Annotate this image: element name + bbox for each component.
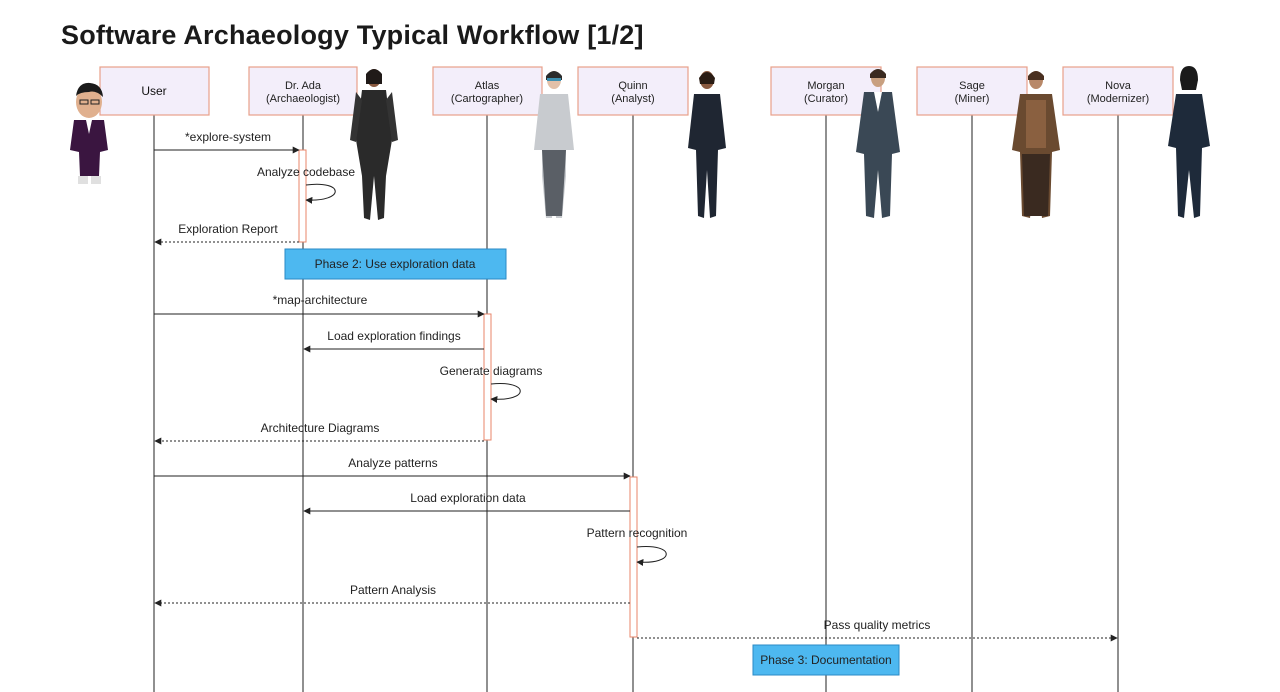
archaeologist-avatar [350, 69, 398, 220]
participant-ada[interactable]: Dr. Ada (Archaeologist) [248, 66, 358, 116]
message-label: Pass quality metrics [824, 618, 931, 632]
diagram-title: Software Archaeology Typical Workflow [1… [61, 20, 644, 50]
message-label: Exploration Report [178, 222, 278, 236]
participant-label: Atlas [475, 80, 500, 92]
note-label: Phase 2: Use exploration data [315, 257, 476, 271]
cartographer-avatar [534, 71, 574, 218]
participant-role: (Analyst) [611, 93, 654, 105]
participant-role: (Cartographer) [451, 93, 523, 105]
message-label: Pattern Analysis [350, 583, 436, 597]
phase-notes: Phase 2: Use exploration data Phase 3: D… [284, 248, 900, 676]
participant-user[interactable]: User [99, 66, 210, 116]
participant-atlas[interactable]: Atlas (Cartographer) [432, 66, 543, 116]
participant-quinn[interactable]: Quinn (Analyst) [577, 66, 689, 116]
activation-bars [298, 149, 638, 638]
participant-nova[interactable]: Nova (Modernizer) [1062, 66, 1174, 116]
user-avatar [70, 82, 108, 184]
miner-avatar [1012, 71, 1060, 218]
curator-avatar [856, 69, 900, 218]
participant-role: (Miner) [955, 93, 990, 105]
message-label: Architecture Diagrams [261, 421, 380, 435]
note-phase-3[interactable]: Phase 3: Documentation [752, 644, 900, 676]
activation-quinn [629, 476, 638, 638]
participant-label: Quinn [618, 80, 647, 92]
message-label: Analyze codebase [257, 165, 355, 179]
modernizer-avatar [1168, 66, 1210, 218]
participant-label: Nova [1105, 80, 1132, 92]
message-label: Generate diagrams [440, 364, 543, 378]
participant-sage[interactable]: Sage (Miner) [916, 66, 1028, 116]
self-message-arrow [490, 383, 521, 403]
message-label: *map-architecture [273, 293, 368, 307]
participant-label: Sage [959, 80, 985, 92]
activation-atlas [483, 313, 492, 441]
message-label: Load exploration data [410, 491, 526, 505]
participant-role: (Modernizer) [1087, 93, 1149, 105]
analyst-avatar [688, 71, 726, 218]
activation-ada [298, 149, 307, 243]
self-message-arrow [636, 546, 667, 566]
participant-label: User [141, 84, 166, 98]
participant-morgan[interactable]: Morgan (Curator) [770, 66, 882, 116]
participant-label: Dr. Ada [285, 80, 322, 92]
message-label: Analyze patterns [348, 456, 437, 470]
message-label: Load exploration findings [327, 329, 460, 343]
participant-role: (Curator) [804, 93, 848, 105]
message-label: Pattern recognition [587, 526, 688, 540]
message-label: *explore-system [185, 130, 271, 144]
participants: User Dr. Ada (Archaeologist) Atlas (Cart… [99, 66, 1174, 116]
self-message-arrow [305, 183, 336, 204]
participant-role: (Archaeologist) [266, 93, 340, 105]
note-phase-2[interactable]: Phase 2: Use exploration data [284, 248, 507, 280]
messages: *explore-system Analyze codebase Explora… [154, 130, 1118, 642]
note-label: Phase 3: Documentation [760, 653, 891, 667]
participant-label: Morgan [807, 80, 844, 92]
